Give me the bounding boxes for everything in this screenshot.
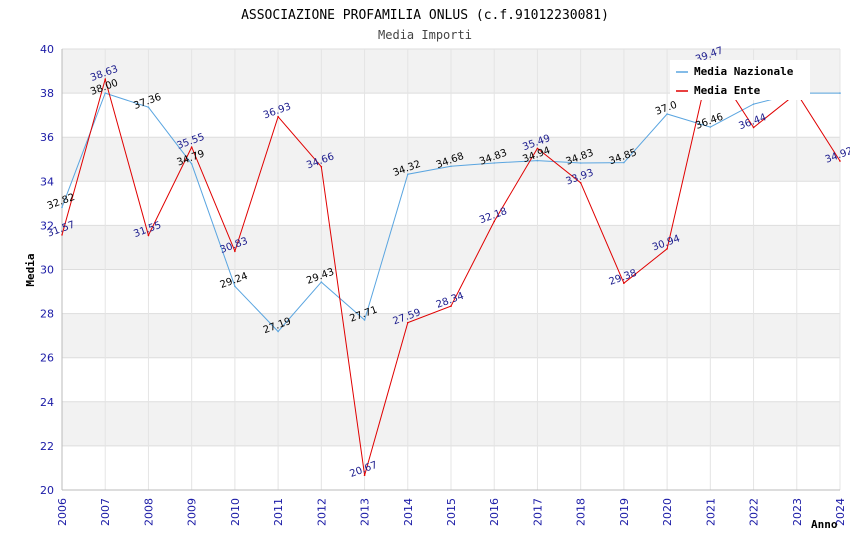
data-point — [234, 250, 236, 252]
data-point — [666, 113, 668, 115]
data-point — [450, 165, 452, 168]
y-tick-label: 32 — [40, 219, 54, 232]
data-point — [320, 165, 323, 168]
x-tick-label: 2007 — [99, 498, 112, 526]
axes — [61, 49, 840, 491]
data-point — [104, 92, 107, 94]
x-tick-label: 2019 — [618, 498, 631, 526]
y-tick-label: 38 — [40, 87, 54, 100]
data-point — [363, 474, 366, 477]
data-label: 20.67 — [348, 460, 379, 480]
data-point — [406, 321, 409, 324]
data-point — [536, 159, 539, 162]
data-point — [190, 146, 193, 148]
y-axis-label: Media — [24, 253, 37, 286]
y-tick-label: 36 — [40, 131, 54, 144]
data-point — [61, 206, 63, 209]
x-tick-label: 2006 — [56, 498, 69, 526]
legend-label-ente: Media Ente — [694, 84, 761, 97]
data-point — [320, 281, 323, 283]
x-tick-label: 2015 — [445, 498, 458, 526]
data-point — [839, 160, 841, 162]
legend: Media Nazionale Media Ente — [670, 60, 810, 100]
y-tick-label: 34 — [40, 175, 54, 188]
x-tick-label: 2016 — [488, 498, 501, 526]
data-point — [493, 220, 496, 223]
data-label: 29.38 — [608, 268, 639, 288]
data-point — [234, 285, 236, 288]
x-tick-label: 2012 — [315, 498, 328, 526]
x-tick-labels: 2006 2007 2008 2009 2010 2011 2012 2013 2014 2015… — [56, 498, 847, 526]
data-point — [579, 182, 582, 184]
x-tick-label: 2017 — [531, 498, 544, 526]
x-tick-label: 2018 — [575, 498, 588, 526]
x-tick-label: 2014 — [402, 498, 415, 526]
y-tick-label: 28 — [40, 308, 54, 321]
x-tick-label: 2010 — [229, 498, 242, 526]
data-label: 36.44 — [737, 112, 768, 132]
data-point — [450, 305, 452, 307]
data-point — [752, 103, 755, 105]
legend-box — [670, 60, 810, 100]
x-tick-label: 2023 — [791, 498, 804, 526]
grid-lines — [61, 48, 841, 491]
x-tick-label: 2008 — [142, 498, 155, 526]
data-point — [536, 147, 539, 150]
y-tick-labels: 20 22 24 26 28 30 32 34 36 38 40 — [40, 43, 54, 497]
y-tick-label: 30 — [40, 264, 54, 277]
x-tick-label: 2009 — [186, 498, 199, 526]
y-tick-label: 22 — [40, 440, 54, 453]
x-tick-label: 2024 — [834, 498, 847, 526]
data-point — [147, 106, 150, 109]
chart-subtitle: Media Importi — [378, 28, 472, 42]
data-point — [752, 126, 755, 129]
data-label: 37.36 — [132, 92, 163, 112]
data-point — [190, 163, 193, 165]
y-tick-label: 26 — [40, 352, 54, 365]
x-tick-label: 2013 — [359, 498, 372, 526]
data-point — [363, 319, 366, 321]
y-tick-label: 24 — [40, 396, 54, 409]
data-point — [623, 161, 625, 164]
y-tick-label: 20 — [40, 484, 54, 497]
x-tick-label: 2021 — [704, 498, 717, 526]
x-tick-label: 2022 — [748, 498, 761, 526]
data-label: 32.82 — [46, 192, 77, 212]
data-label: 36.46 — [694, 112, 725, 132]
x-axis-label: Anno — [811, 518, 838, 531]
data-point — [839, 92, 841, 94]
y-tick-label: 40 — [40, 43, 54, 56]
chart-title: ASSOCIAZIONE PROFAMILIA ONLUS (c.f.91012… — [241, 8, 609, 23]
data-point — [709, 126, 712, 128]
data-point — [666, 247, 668, 250]
data-point — [61, 234, 63, 236]
x-tick-label: 2011 — [272, 498, 285, 526]
data-point — [579, 162, 582, 164]
data-point — [104, 78, 107, 81]
data-point — [623, 282, 625, 284]
data-label: 29.24 — [219, 271, 250, 291]
data-point — [277, 115, 279, 118]
data-point — [406, 173, 409, 176]
x-tick-label: 2020 — [661, 498, 674, 526]
legend-label-nazionale: Media Nazionale — [694, 65, 794, 78]
data-label: 28.34 — [435, 291, 466, 311]
data-point — [277, 330, 279, 333]
data-point — [493, 162, 496, 164]
data-point — [147, 234, 150, 237]
